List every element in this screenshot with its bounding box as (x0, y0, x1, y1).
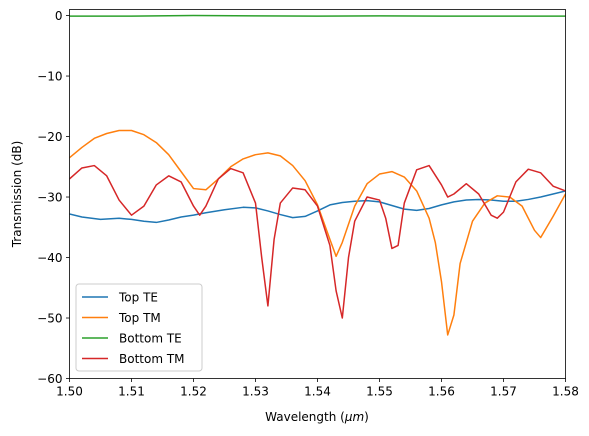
x-tick-label: 1.50 (56, 385, 83, 399)
x-axis-label-close: ) (364, 410, 369, 424)
y-tick-label: −20 (37, 130, 62, 144)
x-tick-label: 1.54 (304, 385, 331, 399)
y-tick-label: −40 (37, 251, 62, 265)
plot-lines (69, 14, 566, 336)
legend-label-bottom-tm: Bottom TM (119, 352, 185, 366)
legend-box (75, 283, 203, 372)
x-tick-label: 1.55 (366, 385, 393, 399)
x-tick-label: 1.56 (428, 385, 455, 399)
x-axis-ticks: 1.50 1.51 1.52 1.53 1.54 1.55 1.56 1.57 1.58 (56, 378, 579, 399)
y-tick-label: −60 (37, 372, 62, 386)
legend-label-top-tm: Top TM (118, 311, 161, 325)
legend-label-bottom-te: Bottom TE (119, 331, 182, 345)
series-line-top-tm (69, 129, 566, 336)
y-tick-label: 0 (55, 9, 63, 23)
x-tick-label: 1.53 (242, 385, 269, 399)
y-tick-label: −30 (37, 190, 62, 204)
y-axis-ticks: 0 −10 −20 −30 −40 −50 −60 (37, 9, 70, 386)
y-axis-label: Transmission (dB) (10, 141, 24, 249)
series-line-bottom-te (69, 14, 566, 17)
legend-label-top-te: Top TE (118, 290, 158, 304)
y-tick-label: −10 (37, 69, 62, 83)
legend: Top TE Top TM Bottom TE Bottom TM (75, 283, 203, 372)
x-axis-label: Wavelength (μm) (265, 410, 369, 424)
x-axis-label-main: Wavelength ( (265, 410, 345, 424)
x-tick-label: 1.51 (118, 385, 145, 399)
x-tick-label: 1.58 (552, 385, 579, 399)
series-line-top-te (69, 190, 566, 224)
x-axis-label-unit: μm (344, 410, 364, 424)
series-line-bottom-tm (69, 164, 566, 319)
y-tick-label: −50 (37, 311, 62, 325)
x-tick-label: 1.57 (490, 385, 517, 399)
x-tick-label: 1.52 (180, 385, 207, 399)
